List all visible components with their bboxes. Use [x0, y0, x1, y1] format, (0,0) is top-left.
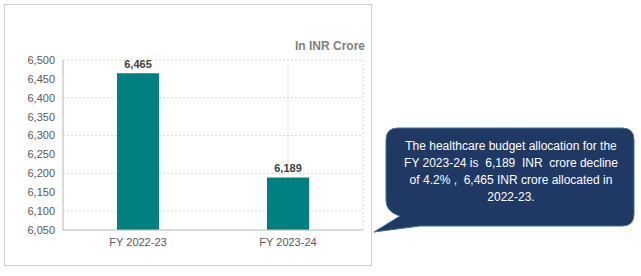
svg-text:6,189: 6,189	[274, 162, 302, 174]
svg-text:6,350: 6,350	[27, 111, 55, 123]
svg-text:6,400: 6,400	[27, 92, 55, 104]
svg-text:FY 2022-23: FY 2022-23	[109, 236, 166, 248]
svg-text:6,500: 6,500	[27, 54, 55, 66]
svg-text:6,250: 6,250	[27, 148, 55, 160]
html-text:In INR Crore: In INR Crore	[295, 39, 365, 53]
svg-text:6,465: 6,465	[124, 58, 152, 70]
svg-text:6,050: 6,050	[27, 224, 55, 236]
svg-text:6,100: 6,100	[27, 205, 55, 217]
svg-text:6,450: 6,450	[27, 73, 55, 85]
html-text:The healthcare budget allocati: The healthcare budget allocation for the…	[404, 139, 622, 204]
svg-text:6,150: 6,150	[27, 186, 55, 198]
svg-text:6,200: 6,200	[27, 167, 55, 179]
svg-text:6,300: 6,300	[27, 129, 55, 141]
svg-text:FY 2023-24: FY 2023-24	[259, 236, 316, 248]
